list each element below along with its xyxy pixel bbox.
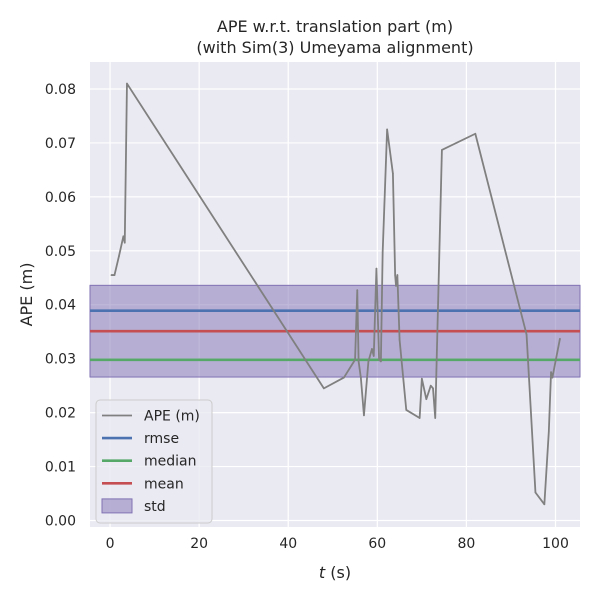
ape-data-point — [425, 398, 428, 400]
ape-data-point — [396, 274, 399, 276]
legend-label: std — [144, 499, 166, 515]
ape-data-point — [441, 149, 443, 151]
ape-data-point — [375, 267, 378, 270]
legend-label: APE (m) — [144, 409, 200, 425]
ape-data-point — [110, 274, 113, 276]
y-tick-label: 0.04 — [45, 298, 76, 314]
legend-label: median — [144, 454, 196, 470]
y-tick-label: 0.08 — [45, 82, 76, 98]
ape-data-point — [381, 251, 384, 254]
ape-data-point — [378, 358, 380, 361]
ape-data-point — [394, 274, 396, 276]
ape-series-line — [111, 82, 561, 506]
x-tick-label: 40 — [279, 536, 297, 552]
y-tick-label: 0.07 — [45, 136, 76, 152]
ape-data-point — [323, 387, 325, 390]
legend-label: rmse — [144, 431, 179, 447]
x-tick-label: 60 — [368, 536, 386, 552]
ape-data-point — [386, 128, 388, 131]
chart-title-line-2: (with Sim(3) Umeyama alignment) — [196, 38, 473, 57]
ape-data-point — [380, 360, 382, 363]
legend-std-swatch — [101, 498, 133, 514]
y-tick-label: 0.02 — [45, 406, 76, 422]
ape-data-point — [559, 337, 561, 340]
ape-data-point — [421, 377, 423, 380]
x-tick-label: 80 — [457, 536, 475, 552]
ape-data-point — [126, 82, 128, 85]
ape-data-point — [418, 417, 421, 419]
ape-data-point — [356, 289, 359, 291]
reference-lines-layer — [90, 309, 580, 362]
series-layer — [110, 82, 561, 506]
x-tick-label: 0 — [106, 536, 115, 552]
ape-data-point — [372, 355, 375, 357]
y-tick-label: 0.00 — [45, 514, 76, 530]
ape-data-point — [360, 376, 362, 379]
y-tick-label: 0.03 — [45, 352, 76, 368]
ape-data-point — [357, 360, 360, 363]
ape-data-point — [534, 491, 537, 494]
legend: APE (m) rmse median mean std — [95, 399, 213, 524]
ape-data-point — [367, 360, 370, 363]
ape-data-point — [398, 339, 401, 341]
ape-data-point — [343, 376, 345, 379]
ape-data-point — [551, 376, 554, 379]
x-axis-label: t (s) — [319, 563, 351, 582]
ape-data-point — [395, 285, 397, 287]
y-tick-label: 0.01 — [45, 460, 76, 476]
ape-data-point — [474, 132, 477, 135]
ape-data-point — [548, 430, 550, 433]
ape-data-point — [543, 503, 546, 506]
ape-data-point — [429, 384, 432, 387]
ape-data-point — [113, 274, 116, 276]
ape-data-point — [392, 172, 394, 175]
ape-data-point — [550, 371, 552, 373]
legend-box — [95, 399, 213, 524]
y-axis-label: APE (m) — [17, 263, 36, 327]
ape-data-point — [123, 241, 126, 244]
legend-label: mean — [144, 476, 184, 492]
ape-data-point — [354, 358, 356, 361]
y-tick-label: 0.06 — [45, 190, 76, 206]
x-tick-label: 20 — [190, 536, 208, 552]
ape-data-point — [405, 409, 408, 411]
ape-data-point — [371, 348, 373, 350]
ape-data-point — [363, 414, 365, 417]
x-tick-label: 100 — [542, 536, 569, 552]
ape-data-point — [432, 387, 434, 390]
ape-data-point — [525, 333, 528, 336]
ape-data-point — [118, 255, 120, 257]
x-axis-label-variable: t — [319, 563, 326, 582]
ape-data-point — [122, 235, 125, 238]
ape-data-point — [434, 417, 437, 419]
y-tick-label: 0.05 — [45, 244, 76, 260]
chart-title-line-1: APE w.r.t. translation part (m) — [217, 17, 453, 36]
tick-labels: 0 20 40 60 80 100 0.00 0.01 0.02 0.03 0.04 0.05 0.06… — [45, 82, 569, 552]
x-axis-label-unit: (s) — [325, 563, 351, 582]
